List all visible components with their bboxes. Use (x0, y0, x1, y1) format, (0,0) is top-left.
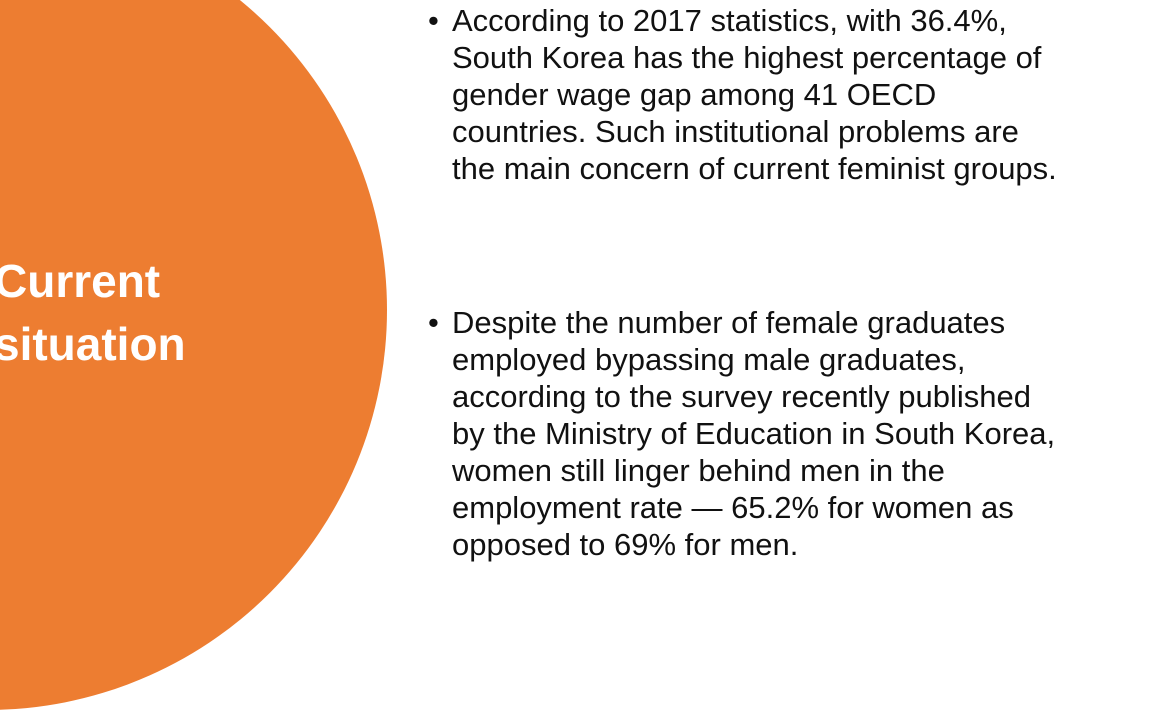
title-line: Current (0, 255, 161, 307)
text-line: by the Ministry of Education in South Ko… (452, 416, 1056, 451)
bullet-marker: • (428, 305, 439, 340)
text-line: the main concern of current feminist gro… (452, 151, 1057, 186)
bullet-text: Despite the number of female graduates em… (452, 304, 1055, 563)
slide: Current situation • According to 2017 stat… (0, 0, 1057, 710)
text-line: opposed to 69% for men. (452, 527, 799, 562)
text-line: gender wage gap among 41 OECD (452, 77, 937, 112)
text-line: Despite the number of female graduates (452, 305, 1006, 340)
text-line: South Korea has the highest percentage o… (452, 40, 1042, 75)
title-line: situation (0, 318, 186, 370)
text-line: countries. Such institutional problems a… (452, 114, 1019, 149)
bullet-marker: • (428, 3, 439, 38)
bullet-text: According to 2017 statistics, with 36.4%… (452, 2, 1057, 187)
text-line: women still linger behind men in the (452, 453, 945, 488)
text-line: employment rate — 65.2% for women as (452, 490, 1014, 525)
text-line: According to 2017 statistics, with 36.4%… (452, 3, 1007, 38)
slide-title: Current situation (0, 250, 186, 376)
text-line: according to the survey recently publish… (452, 379, 1031, 414)
text-line: employed bypassing male graduates, (452, 342, 966, 377)
